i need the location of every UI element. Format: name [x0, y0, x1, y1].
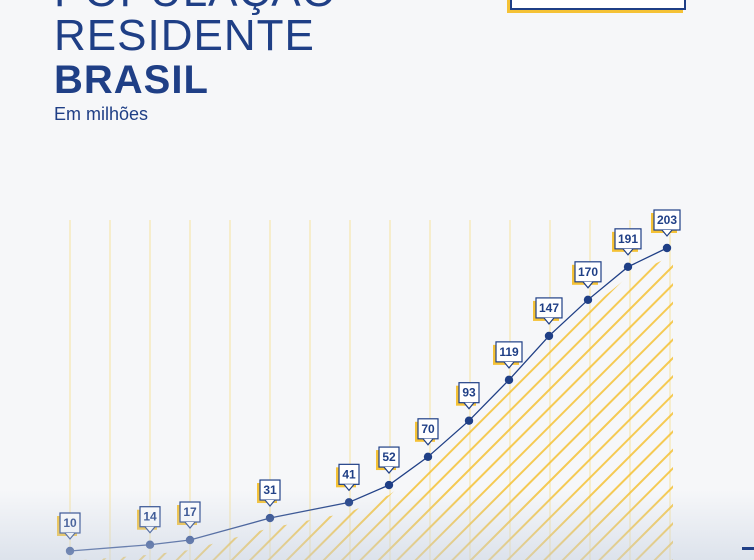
data-label-tip — [582, 281, 594, 289]
data-label-callout: 70 — [415, 418, 439, 446]
data-point — [185, 535, 195, 545]
data-label-tip — [661, 229, 673, 237]
data-label-callout: 119 — [493, 341, 523, 369]
data-point — [583, 295, 593, 305]
chart-unit-subtitle: Em milhões — [54, 104, 149, 124]
data-label: 10 — [63, 516, 77, 530]
data-label: 41 — [342, 467, 356, 481]
data-point — [145, 540, 155, 549]
data-label: 17 — [183, 505, 197, 519]
data-label-callout: 52 — [376, 446, 400, 474]
data-point — [265, 513, 275, 523]
data-label: 31 — [263, 483, 277, 497]
data-point — [504, 375, 514, 385]
data-label-tip — [422, 438, 434, 446]
data-label-callout: 10 — [57, 512, 81, 540]
data-label-tip — [503, 361, 515, 369]
title-country: BRASIL — [54, 58, 209, 102]
data-label-tip — [622, 248, 634, 256]
title-line-1: POPULAÇÃO — [54, 0, 337, 14]
data-label-callout: 31 — [257, 479, 281, 507]
data-label: 170 — [578, 265, 598, 279]
data-point — [65, 546, 75, 556]
data-point — [544, 331, 554, 341]
data-label-callout: 14 — [137, 506, 161, 534]
data-label-tip — [463, 402, 475, 410]
corner-mark — [742, 547, 754, 550]
data-label-callout: 191 — [612, 228, 642, 256]
title-line-2: RESIDENTE — [54, 11, 315, 60]
data-label-callout: 41 — [336, 463, 360, 492]
data-label: 147 — [539, 301, 559, 315]
data-point — [662, 243, 672, 253]
data-label: 203 — [657, 213, 677, 227]
data-label-tip — [383, 466, 395, 474]
data-label-tip — [543, 317, 555, 325]
data-label: 52 — [382, 450, 396, 464]
title-block: POPULAÇÃO RESIDENTE BRASIL Em milhões — [54, 0, 337, 125]
data-label-callout: 203 — [651, 209, 681, 237]
data-label-callout: 170 — [572, 261, 602, 289]
area-hatch — [70, 258, 673, 560]
data-label: 14 — [143, 510, 157, 524]
data-point — [623, 262, 633, 272]
data-point — [384, 480, 394, 490]
data-label-callout: 17 — [177, 501, 201, 529]
data-label: 119 — [499, 345, 519, 359]
data-point — [423, 452, 433, 462]
data-point — [464, 416, 474, 425]
header-frame-box — [510, 0, 686, 10]
data-label: 191 — [618, 232, 638, 246]
data-label-callout: 93 — [456, 382, 480, 410]
data-label-callout: 147 — [533, 297, 563, 325]
data-point — [344, 498, 354, 507]
data-label: 70 — [421, 422, 435, 436]
data-label: 93 — [462, 386, 476, 400]
